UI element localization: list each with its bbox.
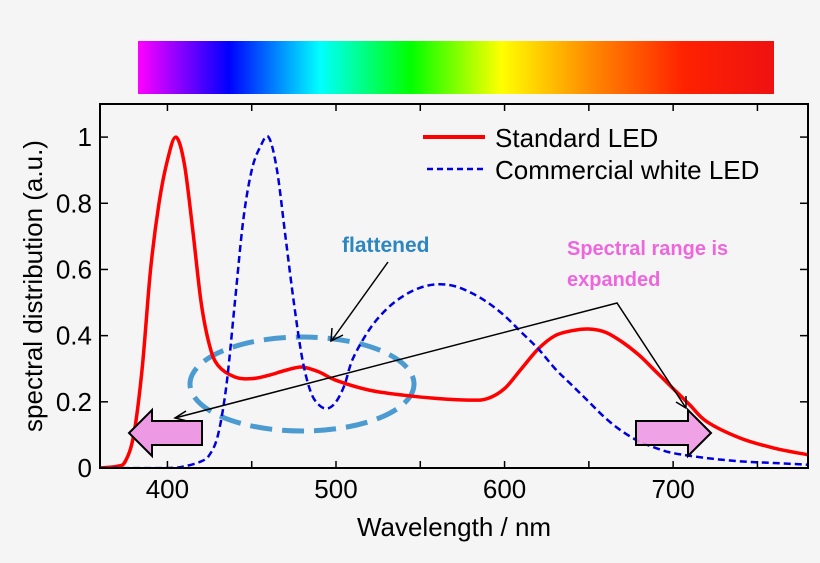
expanded-arrowhead-right [675, 396, 687, 410]
x-tick-label: 700 [651, 474, 694, 504]
y-tick-label: 0.2 [56, 387, 92, 417]
x-tick-label: 600 [483, 474, 526, 504]
legend-label-standard: Standard LED [495, 123, 658, 153]
legend: Standard LED Commercial white LED [423, 123, 759, 185]
x-tick-label: 400 [146, 474, 189, 504]
series-line-1 [100, 134, 808, 468]
flattened-arrowhead [330, 327, 344, 343]
x-axis-label: Wavelength / nm [357, 512, 551, 542]
y-tick-label: 0.6 [56, 254, 92, 284]
left-arrow-icon [127, 407, 203, 459]
y-axis-label: spectral distribution (a.u.) [18, 140, 48, 432]
expanded-label-line2: expanded [567, 269, 660, 291]
spectrum-bar [138, 41, 774, 94]
expanded-pointer-lines [174, 302, 687, 419]
flattened-label: flattened [342, 234, 430, 257]
expanded-label-line1: Spectral range is [567, 238, 728, 260]
annotation-ellipse [187, 334, 417, 434]
y-tick-label: 1 [78, 122, 92, 152]
legend-label-commercial: Commercial white LED [495, 155, 759, 185]
flattened-arrow [331, 261, 389, 341]
y-tick-label: 0.8 [56, 188, 92, 218]
y-tick-label: 0.4 [56, 321, 92, 351]
y-tick-label: 0 [78, 453, 92, 483]
x-tick-label: 500 [314, 474, 357, 504]
plot-frame [99, 103, 809, 469]
right-arrow-icon [635, 407, 713, 459]
series-line-0 [100, 135, 808, 468]
